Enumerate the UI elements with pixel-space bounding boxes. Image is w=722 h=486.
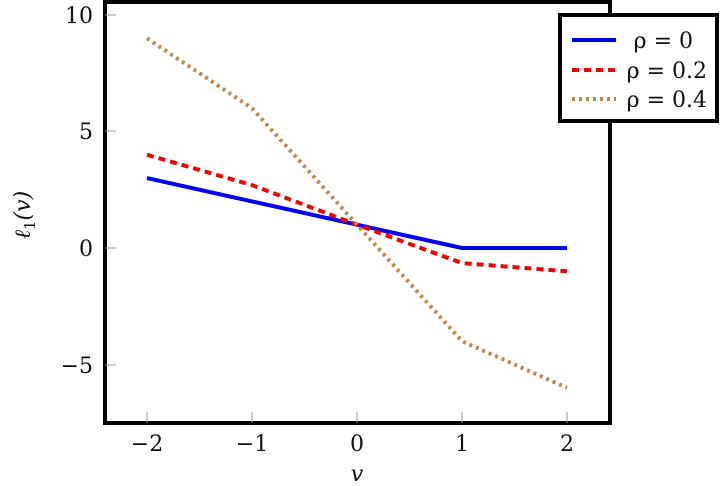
x-axis-ticks [146, 412, 568, 423]
y-tick-label: −5 [61, 354, 93, 379]
y-axis-label-sub: 1 [21, 220, 39, 230]
x-tick-label: 2 [560, 432, 574, 457]
plot-frame [103, 0, 612, 425]
y-axis-label: ℓ1(v) [11, 191, 39, 239]
legend: ρ = 0 ρ = 0.2 ρ = 0.4 [558, 13, 719, 123]
series-line-dotted [145, 36, 568, 390]
y-tick-label: 10 [65, 4, 93, 29]
x-axis-tick-labels: −2 −1 0 1 2 [131, 432, 574, 457]
legend-label: ρ = 0.4 [627, 88, 707, 113]
x-tick-label: 0 [350, 432, 364, 457]
x-axis-label: v [351, 462, 364, 486]
y-tick-label: 0 [79, 237, 93, 262]
series-layer [145, 36, 568, 390]
svg-text:ℓ1(v): ℓ1(v) [11, 191, 39, 239]
y-tick-label: 5 [79, 120, 93, 145]
x-tick-label: 1 [455, 432, 469, 457]
legend-label: ρ = 0.2 [627, 59, 707, 84]
y-axis-label-rest: (v) [11, 191, 36, 221]
legend-label: ρ = 0 [634, 29, 693, 54]
x-tick-label: −2 [131, 432, 163, 457]
y-axis-tick-labels: −5 0 5 10 [61, 4, 93, 379]
y-axis-label-main: ℓ [11, 229, 36, 239]
x-tick-label: −1 [236, 432, 268, 457]
y-axis-ticks [105, 14, 116, 366]
